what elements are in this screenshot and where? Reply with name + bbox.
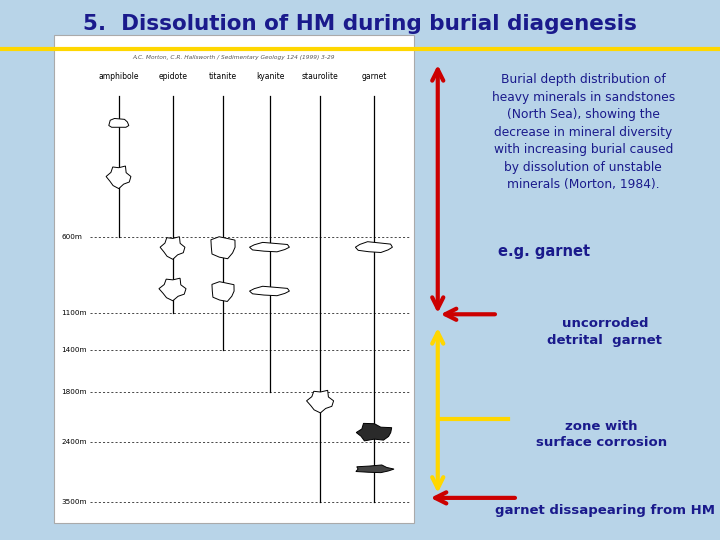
Polygon shape: [159, 278, 186, 301]
Text: kyanite: kyanite: [256, 72, 284, 81]
Text: 600m: 600m: [61, 234, 82, 240]
Polygon shape: [356, 242, 392, 253]
Text: 1400m: 1400m: [61, 347, 86, 353]
Polygon shape: [211, 237, 235, 259]
Polygon shape: [212, 282, 234, 301]
Text: garnet dissapearing from HM: garnet dissapearing from HM: [495, 504, 715, 517]
Text: titanite: titanite: [209, 72, 238, 81]
Text: 1800m: 1800m: [61, 389, 86, 395]
Polygon shape: [356, 423, 392, 441]
Polygon shape: [307, 390, 333, 413]
Text: epidote: epidote: [158, 72, 187, 81]
Text: garnet: garnet: [361, 72, 387, 81]
Text: 5.  Dissolution of HM during burial diagenesis: 5. Dissolution of HM during burial diage…: [83, 14, 637, 35]
Text: zone with
surface corrosion: zone with surface corrosion: [536, 420, 667, 449]
Polygon shape: [356, 465, 394, 472]
Text: e.g. garnet: e.g. garnet: [498, 244, 590, 259]
Text: 2400m: 2400m: [61, 439, 86, 446]
Polygon shape: [109, 118, 129, 127]
Text: Burial depth distribution of
heavy minerals in sandstones
(North Sea), showing t: Burial depth distribution of heavy miner…: [492, 73, 675, 191]
Bar: [54, 35, 414, 523]
Text: amphibole: amphibole: [99, 72, 139, 81]
Text: staurolite: staurolite: [302, 72, 339, 81]
Text: A.C. Morton, C.R. Hallsworth / Sedimentary Geology 124 (1999) 3-29: A.C. Morton, C.R. Hallsworth / Sedimenta…: [132, 55, 336, 59]
Text: uncorroded
detrital  garnet: uncorroded detrital garnet: [547, 318, 662, 347]
Text: 1100m: 1100m: [61, 310, 86, 316]
Polygon shape: [250, 286, 289, 296]
Polygon shape: [250, 242, 289, 252]
Polygon shape: [106, 166, 131, 188]
Text: 3500m: 3500m: [61, 500, 86, 505]
Polygon shape: [160, 237, 185, 259]
